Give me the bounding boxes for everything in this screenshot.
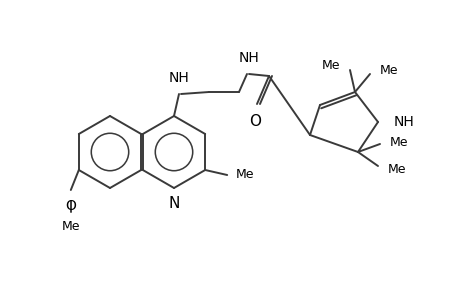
Text: O: O bbox=[248, 114, 260, 129]
Text: NH: NH bbox=[168, 71, 189, 85]
Text: NH: NH bbox=[393, 115, 414, 129]
Text: Me: Me bbox=[62, 220, 80, 233]
Text: N: N bbox=[168, 196, 179, 211]
Text: Me: Me bbox=[379, 64, 397, 76]
Text: NH: NH bbox=[238, 51, 259, 65]
Text: Me: Me bbox=[235, 169, 254, 182]
Text: Me: Me bbox=[389, 136, 408, 148]
Text: O: O bbox=[65, 199, 76, 213]
Text: Me: Me bbox=[321, 58, 339, 71]
Text: Me: Me bbox=[387, 163, 406, 176]
